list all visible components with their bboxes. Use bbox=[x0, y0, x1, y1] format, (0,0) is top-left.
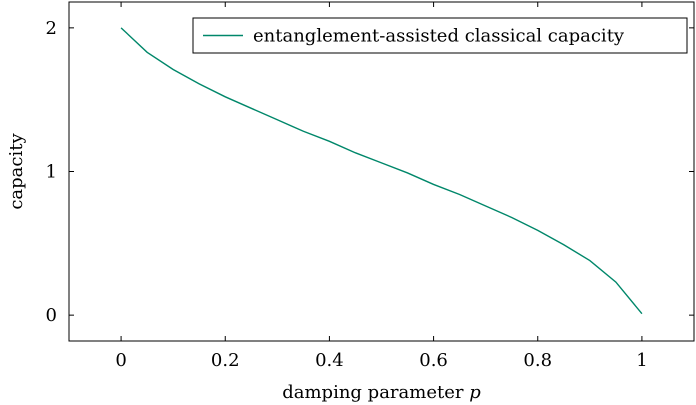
x-tick-label: 0 bbox=[115, 350, 126, 371]
x-axis-variable: p bbox=[469, 382, 481, 403]
y-axis-title: capacity bbox=[6, 133, 27, 210]
x-tick-label: 0.2 bbox=[211, 350, 240, 371]
y-tick-label: 0 bbox=[46, 305, 57, 326]
y-tick-label: 2 bbox=[46, 18, 57, 39]
series-line bbox=[120, 27, 643, 315]
x-tick-label: 0.8 bbox=[523, 350, 552, 371]
x-axis-label: damping parameter bbox=[282, 382, 464, 403]
legend: entanglement-assisted classical capacity bbox=[192, 17, 688, 54]
x-tick-label: 0.4 bbox=[315, 350, 344, 371]
legend-label: entanglement-assisted classical capacity bbox=[253, 26, 625, 47]
x-tick-label: 0.6 bbox=[419, 350, 448, 371]
x-tick-label: 1 bbox=[636, 350, 647, 371]
x-axis-title: damping parameter p bbox=[282, 382, 481, 403]
y-tick-label: 1 bbox=[46, 162, 57, 183]
x-axis-ticks: 0 0.2 0.4 0.6 0.8 1 bbox=[115, 2, 648, 371]
y-axis-ticks: 0 1 2 bbox=[46, 18, 694, 326]
legend-box bbox=[192, 17, 688, 54]
